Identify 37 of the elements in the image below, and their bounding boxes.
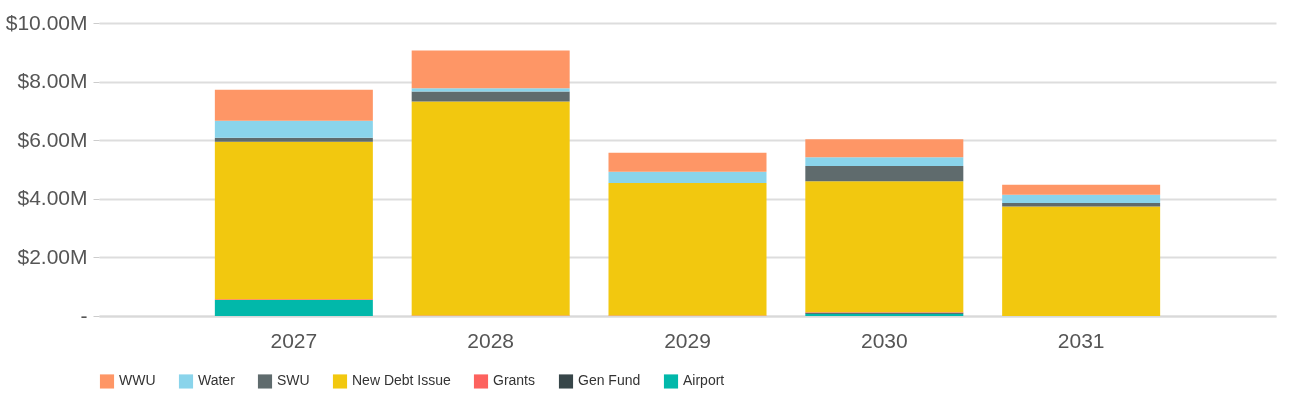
legend-label: Gen Fund: [578, 372, 641, 389]
x-tick-label: 2028: [467, 328, 515, 352]
bar: [1002, 194, 1161, 203]
y-tick-label: -: [80, 303, 88, 327]
y-tick-label: $8.00M: [17, 69, 88, 93]
bar: [608, 171, 767, 183]
y-tick-label: $4.00M: [17, 186, 88, 210]
x-tick-label: 2029: [664, 328, 711, 352]
bar: [608, 152, 767, 172]
bar: [214, 299, 373, 316]
y-tick-label: $2.00M: [17, 244, 88, 268]
legend-label: SWU: [277, 372, 310, 389]
bar: [411, 50, 570, 89]
bar: [1002, 184, 1161, 195]
bar: [805, 181, 964, 313]
bar: [214, 137, 373, 142]
bar: [411, 91, 570, 102]
bar: [805, 157, 964, 166]
legend-label: Grants: [493, 372, 536, 389]
x-tick-label: 2027: [270, 328, 318, 352]
bar: [411, 88, 570, 92]
bar: [411, 101, 570, 316]
legend-label: Water: [198, 372, 236, 389]
bar: [214, 89, 373, 121]
legend-label: Airport: [683, 372, 725, 389]
x-tick-label: 2031: [1057, 328, 1105, 352]
bar: [214, 141, 373, 300]
bar: [608, 182, 767, 316]
bar: [805, 165, 964, 182]
legend-label: WWU: [119, 372, 156, 389]
y-tick-label: $10.00M: [5, 10, 88, 34]
legend-label: New Debt Issue: [352, 372, 452, 389]
x-tick-label: 2030: [860, 328, 908, 352]
bar: [805, 139, 964, 158]
bar: [1002, 206, 1161, 316]
bar: [214, 120, 373, 138]
y-tick-label: $6.00M: [17, 127, 88, 151]
